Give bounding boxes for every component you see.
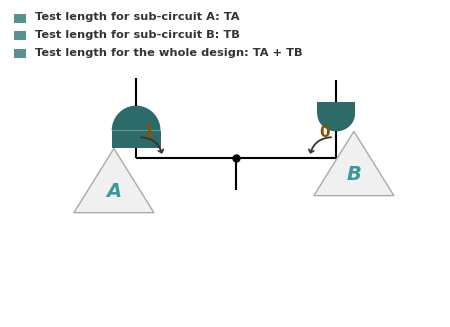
Polygon shape: [112, 106, 161, 131]
Text: Test length for the whole design: TA + TB: Test length for the whole design: TA + T…: [35, 48, 303, 58]
Bar: [14, 49, 27, 58]
Polygon shape: [74, 148, 154, 213]
Text: 0: 0: [320, 126, 330, 141]
Text: Test length for sub-circuit A: TA: Test length for sub-circuit A: TA: [35, 12, 240, 22]
Text: A: A: [106, 182, 122, 201]
Bar: [14, 31, 27, 41]
Bar: [14, 14, 27, 23]
Text: Test length for sub-circuit B: TB: Test length for sub-circuit B: TB: [35, 30, 240, 40]
Bar: [317, 102, 355, 114]
Polygon shape: [317, 114, 355, 131]
Text: B: B: [346, 165, 361, 184]
Polygon shape: [314, 131, 394, 196]
Bar: [112, 131, 161, 148]
Text: 1: 1: [143, 126, 154, 141]
